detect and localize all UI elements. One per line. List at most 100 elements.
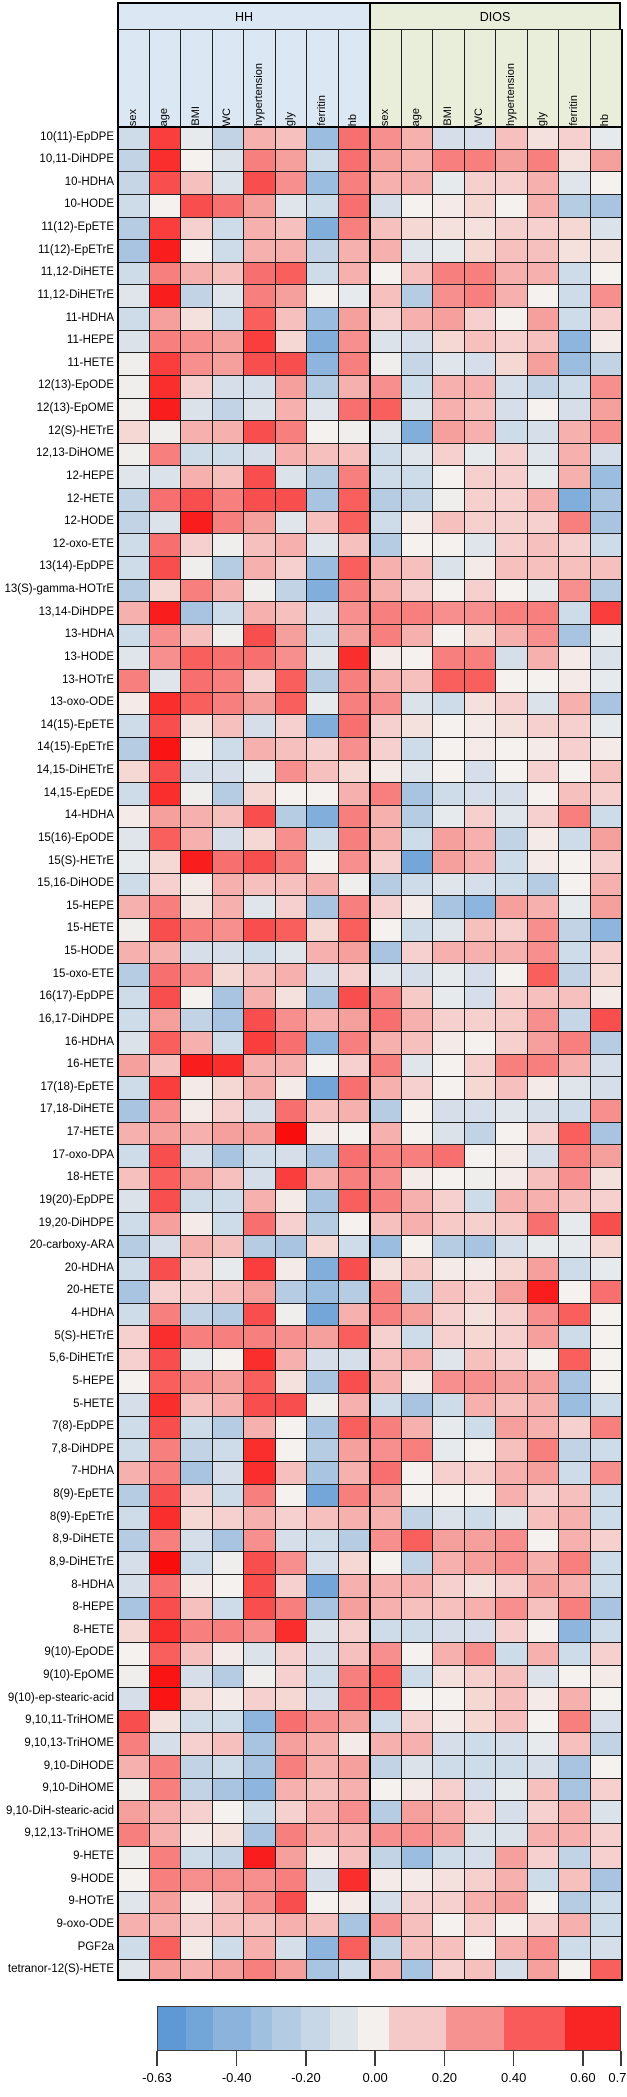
heatmap-cell [589, 827, 621, 850]
heatmap-cell [337, 1596, 369, 1620]
heatmap-cell [495, 1031, 527, 1054]
heatmap-cell [589, 1822, 621, 1846]
heatmap-cell [306, 1890, 338, 1914]
heatmap-cell [495, 1664, 527, 1688]
row-label: 18-HETE [66, 1171, 114, 1184]
heatmap-row: 15,16-DiHODE [0, 872, 623, 896]
heatmap-cell [180, 1370, 212, 1393]
heatmap-cell [180, 465, 212, 488]
heatmap-cell [558, 1822, 590, 1846]
heatmap-cell [306, 1257, 338, 1280]
heatmap-cell [180, 1709, 212, 1733]
heatmap-cell [117, 1076, 149, 1099]
colorbar-tick-label: 0.00 [362, 2070, 388, 2085]
colorbar-tick [620, 2051, 622, 2066]
heatmap-cell [589, 352, 621, 375]
heatmap-cell [337, 555, 369, 579]
heatmap-cell [337, 895, 369, 918]
heatmap-cell [495, 1279, 527, 1303]
heatmap-cell [526, 578, 558, 602]
heatmap-cell [400, 669, 432, 692]
heatmap-row: 5-HEPE [0, 1370, 623, 1393]
heatmap-cell [558, 1574, 590, 1597]
heatmap-cell [180, 1144, 212, 1167]
heatmap-cell [180, 736, 212, 760]
heatmap-cell [369, 985, 401, 1009]
heatmap-cell [369, 1279, 401, 1303]
heatmap-cell [180, 1483, 212, 1507]
heatmap-cell [148, 985, 180, 1009]
heatmap-cell [117, 420, 149, 443]
heatmap-cell [432, 1913, 464, 1936]
heatmap-cell [526, 1551, 558, 1574]
heatmap-cell [211, 352, 243, 375]
heatmap-cell [180, 1098, 212, 1122]
heatmap-cell [369, 1913, 401, 1936]
heatmap-cell [526, 1822, 558, 1846]
heatmap-row: tetranor-12(S)-HETE [0, 1958, 623, 1982]
heatmap-cell [306, 1506, 338, 1529]
heatmap-cell [243, 963, 275, 986]
heatmap-cell [463, 533, 495, 556]
heatmap-cell [180, 284, 212, 307]
heatmap-cell [463, 1257, 495, 1280]
heatmap-cell [589, 782, 621, 805]
heatmap-cell [306, 759, 338, 783]
heatmap-cell [148, 420, 180, 443]
heatmap-cell [117, 1800, 149, 1823]
heatmap-cell [463, 1347, 495, 1371]
heatmap-cell [400, 193, 432, 217]
heatmap-cell [526, 193, 558, 217]
row-label: 12-HETE [66, 492, 114, 505]
heatmap-cell [148, 1777, 180, 1801]
heatmap-cell [306, 1189, 338, 1212]
heatmap-cell [589, 578, 621, 602]
heatmap-row: 20-HDHA [0, 1257, 623, 1280]
heatmap-cell [526, 917, 558, 941]
heatmap-cell [526, 1845, 558, 1869]
heatmap-cell [211, 1958, 243, 1982]
heatmap-cell [369, 736, 401, 760]
heatmap-cell [558, 759, 590, 783]
heatmap-cell [243, 148, 275, 172]
heatmap-cell [369, 646, 401, 669]
heatmap-cell [400, 691, 432, 715]
heatmap-cell [432, 307, 464, 330]
heatmap-cell [369, 1619, 401, 1642]
heatmap-cell [274, 1822, 306, 1846]
heatmap-cell [589, 646, 621, 669]
heatmap-cell [117, 759, 149, 783]
colorbar-tick-label: -0.20 [291, 2070, 321, 2085]
heatmap-cell [117, 872, 149, 896]
heatmap-cell [589, 1076, 621, 1099]
heatmap-cell [148, 1755, 180, 1778]
heatmap-cell [148, 1483, 180, 1507]
heatmap-cell [180, 1913, 212, 1936]
heatmap-cell [589, 714, 621, 737]
heatmap-cell [117, 555, 149, 579]
heatmap-cell [400, 420, 432, 443]
heatmap-cell [463, 1166, 495, 1190]
heatmap-cell [432, 1732, 464, 1755]
heatmap-cell [558, 827, 590, 850]
heatmap-cell [274, 1370, 306, 1393]
heatmap-cell [306, 261, 338, 285]
heatmap-cell [400, 1777, 432, 1801]
heatmap-cell [369, 1053, 401, 1077]
heatmap-cell [180, 985, 212, 1009]
heatmap-cell [369, 1528, 401, 1552]
row-label: 13(S)-gamma-HOTrE [4, 583, 114, 596]
heatmap-cell [432, 465, 464, 488]
colorbar-segment [301, 2007, 331, 2050]
heatmap-cell [243, 1936, 275, 1959]
heatmap-cell [589, 171, 621, 194]
heatmap-cell [117, 1460, 149, 1484]
column-header-dios-hypertension: hypertension [495, 29, 527, 126]
heatmap-cell [337, 1958, 369, 1982]
heatmap-cell [526, 895, 558, 918]
heatmap-cell [274, 1890, 306, 1914]
row-label: 12,13-DiHOME [36, 447, 114, 460]
heatmap-cell [495, 148, 527, 172]
heatmap-cell [369, 374, 401, 398]
heatmap-cell [274, 374, 306, 398]
